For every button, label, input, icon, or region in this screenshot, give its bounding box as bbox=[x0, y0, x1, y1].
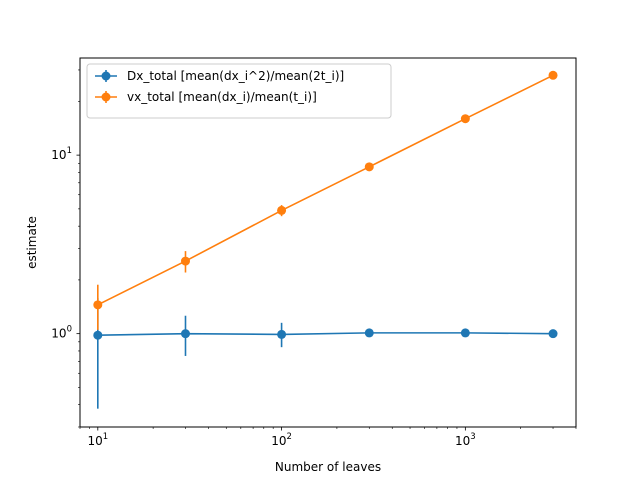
y-tick-label: 100 bbox=[51, 325, 72, 341]
data-point bbox=[93, 300, 103, 310]
data-point bbox=[93, 330, 103, 340]
x-tick-label-base: 10 bbox=[87, 434, 102, 448]
plot-area bbox=[93, 70, 558, 409]
legend-item: vx_total [mean(dx_i)/mean(t_i)] bbox=[95, 90, 317, 104]
data-point bbox=[180, 329, 190, 339]
legend-box bbox=[86, 63, 392, 119]
data-point bbox=[460, 328, 470, 338]
data-point bbox=[548, 70, 558, 80]
series-2 bbox=[93, 70, 558, 330]
legend: Dx_total [mean(dx_i^2)/mean(2t_i)] vx_tot… bbox=[86, 63, 392, 119]
y-tick-label-exponent: 0 bbox=[67, 325, 72, 335]
x-tick-label-exponent: 1 bbox=[103, 432, 108, 442]
data-point bbox=[364, 328, 374, 338]
legend-label: vx_total [mean(dx_i)/mean(t_i)] bbox=[127, 90, 317, 104]
x-tick-label-base: 10 bbox=[271, 434, 286, 448]
y-tick-label-exponent: 1 bbox=[67, 146, 72, 156]
y-tick-label-base: 10 bbox=[51, 327, 66, 341]
y-axis-label: estimate bbox=[25, 216, 39, 269]
x-axis-label: Number of leaves bbox=[275, 460, 381, 474]
legend-item: Dx_total [mean(dx_i^2)/mean(2t_i)] bbox=[95, 69, 344, 83]
series-line bbox=[97, 74, 554, 306]
x-tick-label: 101 bbox=[87, 432, 108, 448]
legend-marker bbox=[101, 92, 111, 102]
data-point bbox=[460, 114, 470, 124]
series-1 bbox=[93, 298, 558, 409]
x-tick-label-exponent: 2 bbox=[287, 432, 292, 442]
x-tick-label: 103 bbox=[455, 432, 476, 448]
data-point bbox=[364, 162, 374, 172]
data-point bbox=[277, 329, 287, 339]
x-tick-label-exponent: 3 bbox=[470, 432, 475, 442]
y-tick-label-base: 10 bbox=[51, 148, 66, 162]
legend-label: Dx_total [mean(dx_i^2)/mean(2t_i)] bbox=[127, 69, 344, 83]
x-tick-label: 102 bbox=[271, 432, 292, 448]
series-line bbox=[97, 332, 554, 337]
x-axis-ticks: 101 102 103 bbox=[79, 427, 577, 448]
axes-frame bbox=[79, 57, 577, 428]
data-point bbox=[277, 205, 287, 215]
data-point bbox=[180, 256, 190, 266]
y-tick-label: 101 bbox=[51, 146, 72, 162]
legend-marker bbox=[101, 71, 111, 81]
x-tick-label-base: 10 bbox=[455, 434, 470, 448]
data-point bbox=[548, 329, 558, 339]
